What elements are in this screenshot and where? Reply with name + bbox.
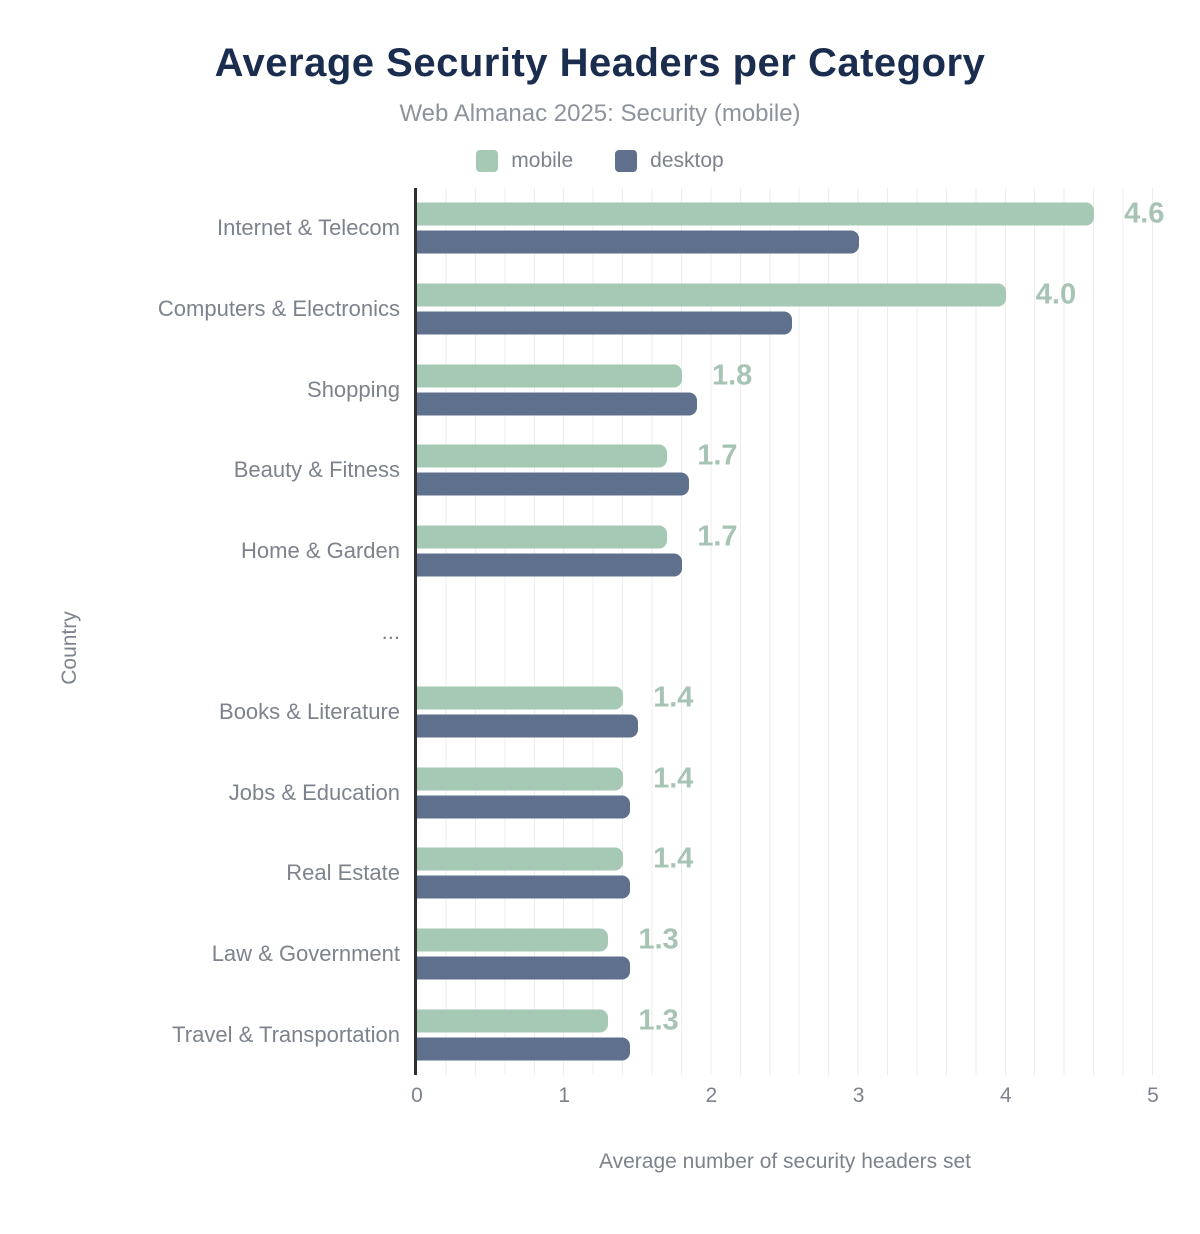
mobile-bar xyxy=(417,928,609,952)
category-ellipsis-label: ... xyxy=(381,618,400,644)
desktop-bar xyxy=(417,714,638,738)
value-label: 1.3 xyxy=(638,1004,679,1037)
desktop-bar xyxy=(417,230,859,254)
category-label: Travel & Transportation xyxy=(172,1021,400,1047)
y-axis-title: Country xyxy=(58,611,81,685)
x-axis-title: Average number of security headers set xyxy=(599,1150,971,1173)
bar-group xyxy=(417,202,1095,254)
x-axis-ticks: 0 1 2 3 4 5 xyxy=(0,1084,1200,1110)
category-label: Jobs & Education xyxy=(228,779,400,805)
chart-title: Average Security Headers per Category xyxy=(214,41,986,85)
chart-row: Jobs & Education 1.4 xyxy=(229,752,1153,833)
chart-row: Home & Garden 1.7 xyxy=(241,511,1153,592)
value-label: 1.4 xyxy=(653,842,694,875)
chart-row: Books & Literature 1.4 xyxy=(219,672,1153,753)
chart-row: Internet & Telecom 4.6 xyxy=(217,188,1164,269)
legend-label-mobile: mobile xyxy=(511,149,574,172)
mobile-bar xyxy=(417,364,682,388)
category-label: Home & Garden xyxy=(241,537,400,563)
x-tick-label: 0 xyxy=(411,1084,423,1107)
bar-group xyxy=(417,686,638,738)
desktop-bar xyxy=(417,311,793,335)
value-label: 1.3 xyxy=(638,923,679,956)
chart-row: Travel & Transportation 1.3 xyxy=(172,994,1153,1075)
mobile-bar xyxy=(417,444,668,468)
category-label: Computers & Electronics xyxy=(157,295,400,321)
mobile-swatch-icon xyxy=(476,150,499,172)
chart-row: Beauty & Fitness 1.7 xyxy=(234,430,1153,511)
x-tick-label: 5 xyxy=(1147,1084,1159,1107)
category-label: Internet & Telecom xyxy=(216,215,400,241)
mobile-bar xyxy=(417,202,1095,226)
bar-group xyxy=(417,283,1006,335)
bar-group xyxy=(417,525,682,577)
value-label: 4.0 xyxy=(1035,278,1077,311)
desktop-bar xyxy=(417,795,631,819)
category-label: Shopping xyxy=(307,376,400,402)
value-label: 1.7 xyxy=(697,439,738,472)
bar-group xyxy=(417,928,631,980)
category-label: Books & Literature xyxy=(219,699,400,725)
x-tick-label: 4 xyxy=(999,1084,1012,1107)
chart-row: Shopping 1.8 xyxy=(307,349,1153,430)
plot-area: Internet & Telecom 4.6 Computers & Electro… xyxy=(158,188,1164,1075)
x-tick-label: 2 xyxy=(705,1084,718,1107)
chart-row: Law & Government 1.3 xyxy=(212,914,1153,995)
desktop-bar xyxy=(417,472,690,496)
legend: mobile desktop xyxy=(0,149,1200,173)
bar-group xyxy=(417,1009,631,1061)
chart-subtitle: Web Almanac 2025: Security (mobile) xyxy=(399,100,801,127)
value-label: 1.4 xyxy=(653,681,694,714)
mobile-bar xyxy=(417,767,624,791)
category-label: Beauty & Fitness xyxy=(233,457,400,483)
value-label: 4.6 xyxy=(1124,197,1165,230)
desktop-bar xyxy=(417,1037,631,1061)
bar-group xyxy=(417,767,631,819)
value-label: 1.7 xyxy=(697,520,738,553)
chart-row: Computers & Electronics 4.0 xyxy=(158,269,1153,350)
x-tick-label: 1 xyxy=(558,1084,571,1107)
mobile-bar xyxy=(417,525,668,549)
chart-row: Real Estate 1.4 xyxy=(286,833,1153,914)
desktop-bar xyxy=(417,392,697,416)
value-label: 1.8 xyxy=(711,359,753,392)
category-label: Real Estate xyxy=(286,860,400,886)
x-tick-label: 3 xyxy=(852,1084,865,1107)
y-axis-line xyxy=(414,188,417,1075)
desktop-bar xyxy=(417,956,631,980)
mobile-bar xyxy=(417,283,1006,307)
category-label: Law & Government xyxy=(211,941,400,967)
desktop-bar xyxy=(417,875,631,899)
legend-item-desktop[interactable]: desktop xyxy=(615,149,724,173)
desktop-bar xyxy=(417,553,682,577)
chart-row: ... xyxy=(382,591,1153,672)
legend-item-mobile[interactable]: mobile xyxy=(476,149,573,173)
mobile-bar xyxy=(417,847,624,871)
bar-group xyxy=(417,444,690,496)
desktop-swatch-icon xyxy=(615,150,638,172)
legend-label-desktop: desktop xyxy=(650,149,724,172)
bar-group xyxy=(417,364,697,416)
mobile-bar xyxy=(417,1009,609,1033)
bar-group xyxy=(417,847,631,899)
mobile-bar xyxy=(417,686,624,710)
value-label: 1.4 xyxy=(653,762,694,795)
